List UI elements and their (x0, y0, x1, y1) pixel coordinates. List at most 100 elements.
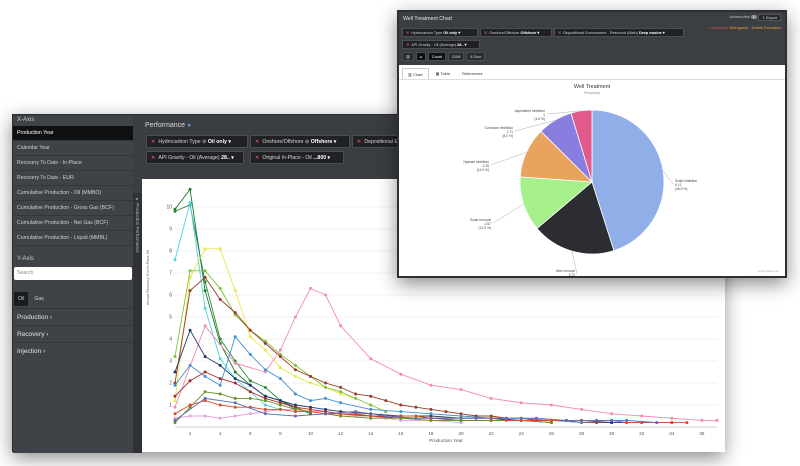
data-point[interactable] (384, 399, 388, 403)
data-point[interactable] (580, 407, 583, 411)
tab-oil[interactable]: Oil (14, 292, 29, 306)
data-point[interactable] (324, 385, 328, 389)
data-point[interactable] (564, 418, 568, 422)
data-point[interactable] (339, 401, 343, 405)
tab-table[interactable]: ▦ Table (435, 71, 451, 76)
filter-chip-hydrocarbon[interactable]: ✕ Hydrocarbon Type ⊘ Oil only ▾ (146, 135, 248, 148)
data-point[interactable] (188, 405, 192, 409)
data-point[interactable] (293, 403, 297, 407)
data-point[interactable] (309, 381, 312, 385)
data-point[interactable] (278, 377, 282, 381)
filter-chip-in-place[interactable]: ✕ Original In-Place - Oil ...800 ▾ (250, 151, 344, 164)
data-point[interactable] (399, 410, 403, 414)
data-point[interactable] (278, 352, 282, 356)
data-point[interactable] (248, 412, 252, 416)
data-point[interactable] (188, 328, 192, 332)
x-axis-option[interactable]: Production Year (13, 126, 133, 141)
data-point[interactable] (233, 377, 237, 381)
data-point[interactable] (369, 357, 373, 361)
data-point[interactable] (173, 399, 177, 403)
data-point[interactable] (278, 399, 282, 403)
group-recovery[interactable]: Recovery › (13, 325, 133, 342)
data-point[interactable] (309, 405, 312, 409)
data-point[interactable] (414, 414, 418, 418)
data-point[interactable] (459, 388, 463, 392)
data-point[interactable] (293, 407, 297, 411)
data-point[interactable] (188, 363, 192, 367)
data-point[interactable] (173, 207, 177, 211)
data-point[interactable] (263, 370, 267, 374)
data-point[interactable] (354, 396, 358, 400)
data-point[interactable] (625, 418, 629, 422)
data-point[interactable] (263, 385, 267, 389)
group-injection[interactable]: Injection › (13, 342, 133, 359)
data-point[interactable] (354, 410, 358, 414)
sum-button[interactable]: SUM (448, 52, 465, 61)
data-point[interactable] (324, 396, 328, 400)
data-point[interactable] (203, 355, 207, 359)
pie-slice[interactable] (591, 109, 665, 252)
data-point[interactable] (293, 410, 297, 414)
data-point[interactable] (519, 418, 523, 422)
data-point[interactable] (173, 209, 177, 213)
data-point[interactable] (354, 392, 358, 396)
filter-chip-api-gravity[interactable]: ✕ API Gravity - Oil (Average) 28.. ▾ (146, 151, 244, 164)
data-point[interactable] (504, 418, 508, 422)
data-point[interactable] (173, 418, 177, 422)
data-point[interactable] (263, 339, 267, 343)
info-icon[interactable]: ● (187, 122, 192, 129)
data-point[interactable] (324, 412, 328, 416)
pie-chart-icon[interactable]: ◕ (415, 52, 426, 61)
tab-gas[interactable]: Gas (34, 296, 44, 302)
data-point[interactable] (309, 407, 312, 411)
data-point[interactable] (549, 403, 553, 407)
data-point[interactable] (429, 414, 433, 418)
data-point[interactable] (459, 421, 463, 425)
data-point[interactable] (293, 368, 297, 372)
data-point[interactable] (278, 366, 282, 370)
x-axis-option[interactable]: Cumulative Production - Liquid (MMBL) (13, 231, 133, 246)
filter-chip-depositional[interactable]: ✕ Depositional Environment - Reservoir (M… (554, 28, 684, 37)
data-point[interactable] (489, 414, 493, 418)
data-point[interactable] (309, 410, 312, 414)
data-point[interactable] (429, 407, 433, 411)
data-point[interactable] (519, 401, 523, 405)
data-point[interactable] (354, 412, 358, 416)
data-point[interactable] (248, 335, 252, 339)
data-point[interactable] (414, 405, 418, 409)
remove-filter-icon[interactable]: ✕ (558, 31, 562, 35)
data-point[interactable] (218, 392, 222, 396)
bookmark-label[interactable]: × Bookmark (708, 26, 729, 30)
data-point[interactable] (203, 324, 207, 328)
data-point[interactable] (218, 363, 222, 367)
data-point[interactable] (203, 269, 207, 273)
data-point[interactable] (278, 401, 282, 405)
data-point[interactable] (263, 368, 267, 372)
tab-chart[interactable]: ▥ Chart (402, 68, 429, 79)
data-point[interactable] (610, 421, 614, 425)
data-point[interactable] (203, 247, 207, 251)
data-point[interactable] (218, 383, 222, 387)
data-point[interactable] (414, 416, 418, 420)
data-point[interactable] (173, 412, 177, 416)
data-point[interactable] (188, 187, 192, 191)
data-point[interactable] (444, 410, 448, 414)
data-point[interactable] (263, 341, 267, 345)
data-point[interactable] (309, 399, 312, 403)
data-point[interactable] (293, 414, 297, 418)
data-point[interactable] (293, 374, 297, 378)
data-point[interactable] (248, 396, 252, 400)
accessories[interactable]: Accessories 1 (729, 15, 757, 19)
pie-slice[interactable] (570, 109, 593, 183)
data-point[interactable] (324, 407, 328, 411)
data-point[interactable] (233, 311, 237, 315)
data-point[interactable] (444, 416, 448, 420)
data-point[interactable] (203, 275, 207, 279)
data-point[interactable] (429, 412, 433, 416)
data-point[interactable] (309, 374, 312, 378)
data-point[interactable] (233, 381, 237, 385)
data-point[interactable] (233, 401, 237, 405)
search-input[interactable]: Search (14, 267, 132, 280)
data-point[interactable] (293, 363, 297, 367)
x-axis-option[interactable]: Cumulative Production - Gross Gas (BCF) (13, 201, 133, 216)
